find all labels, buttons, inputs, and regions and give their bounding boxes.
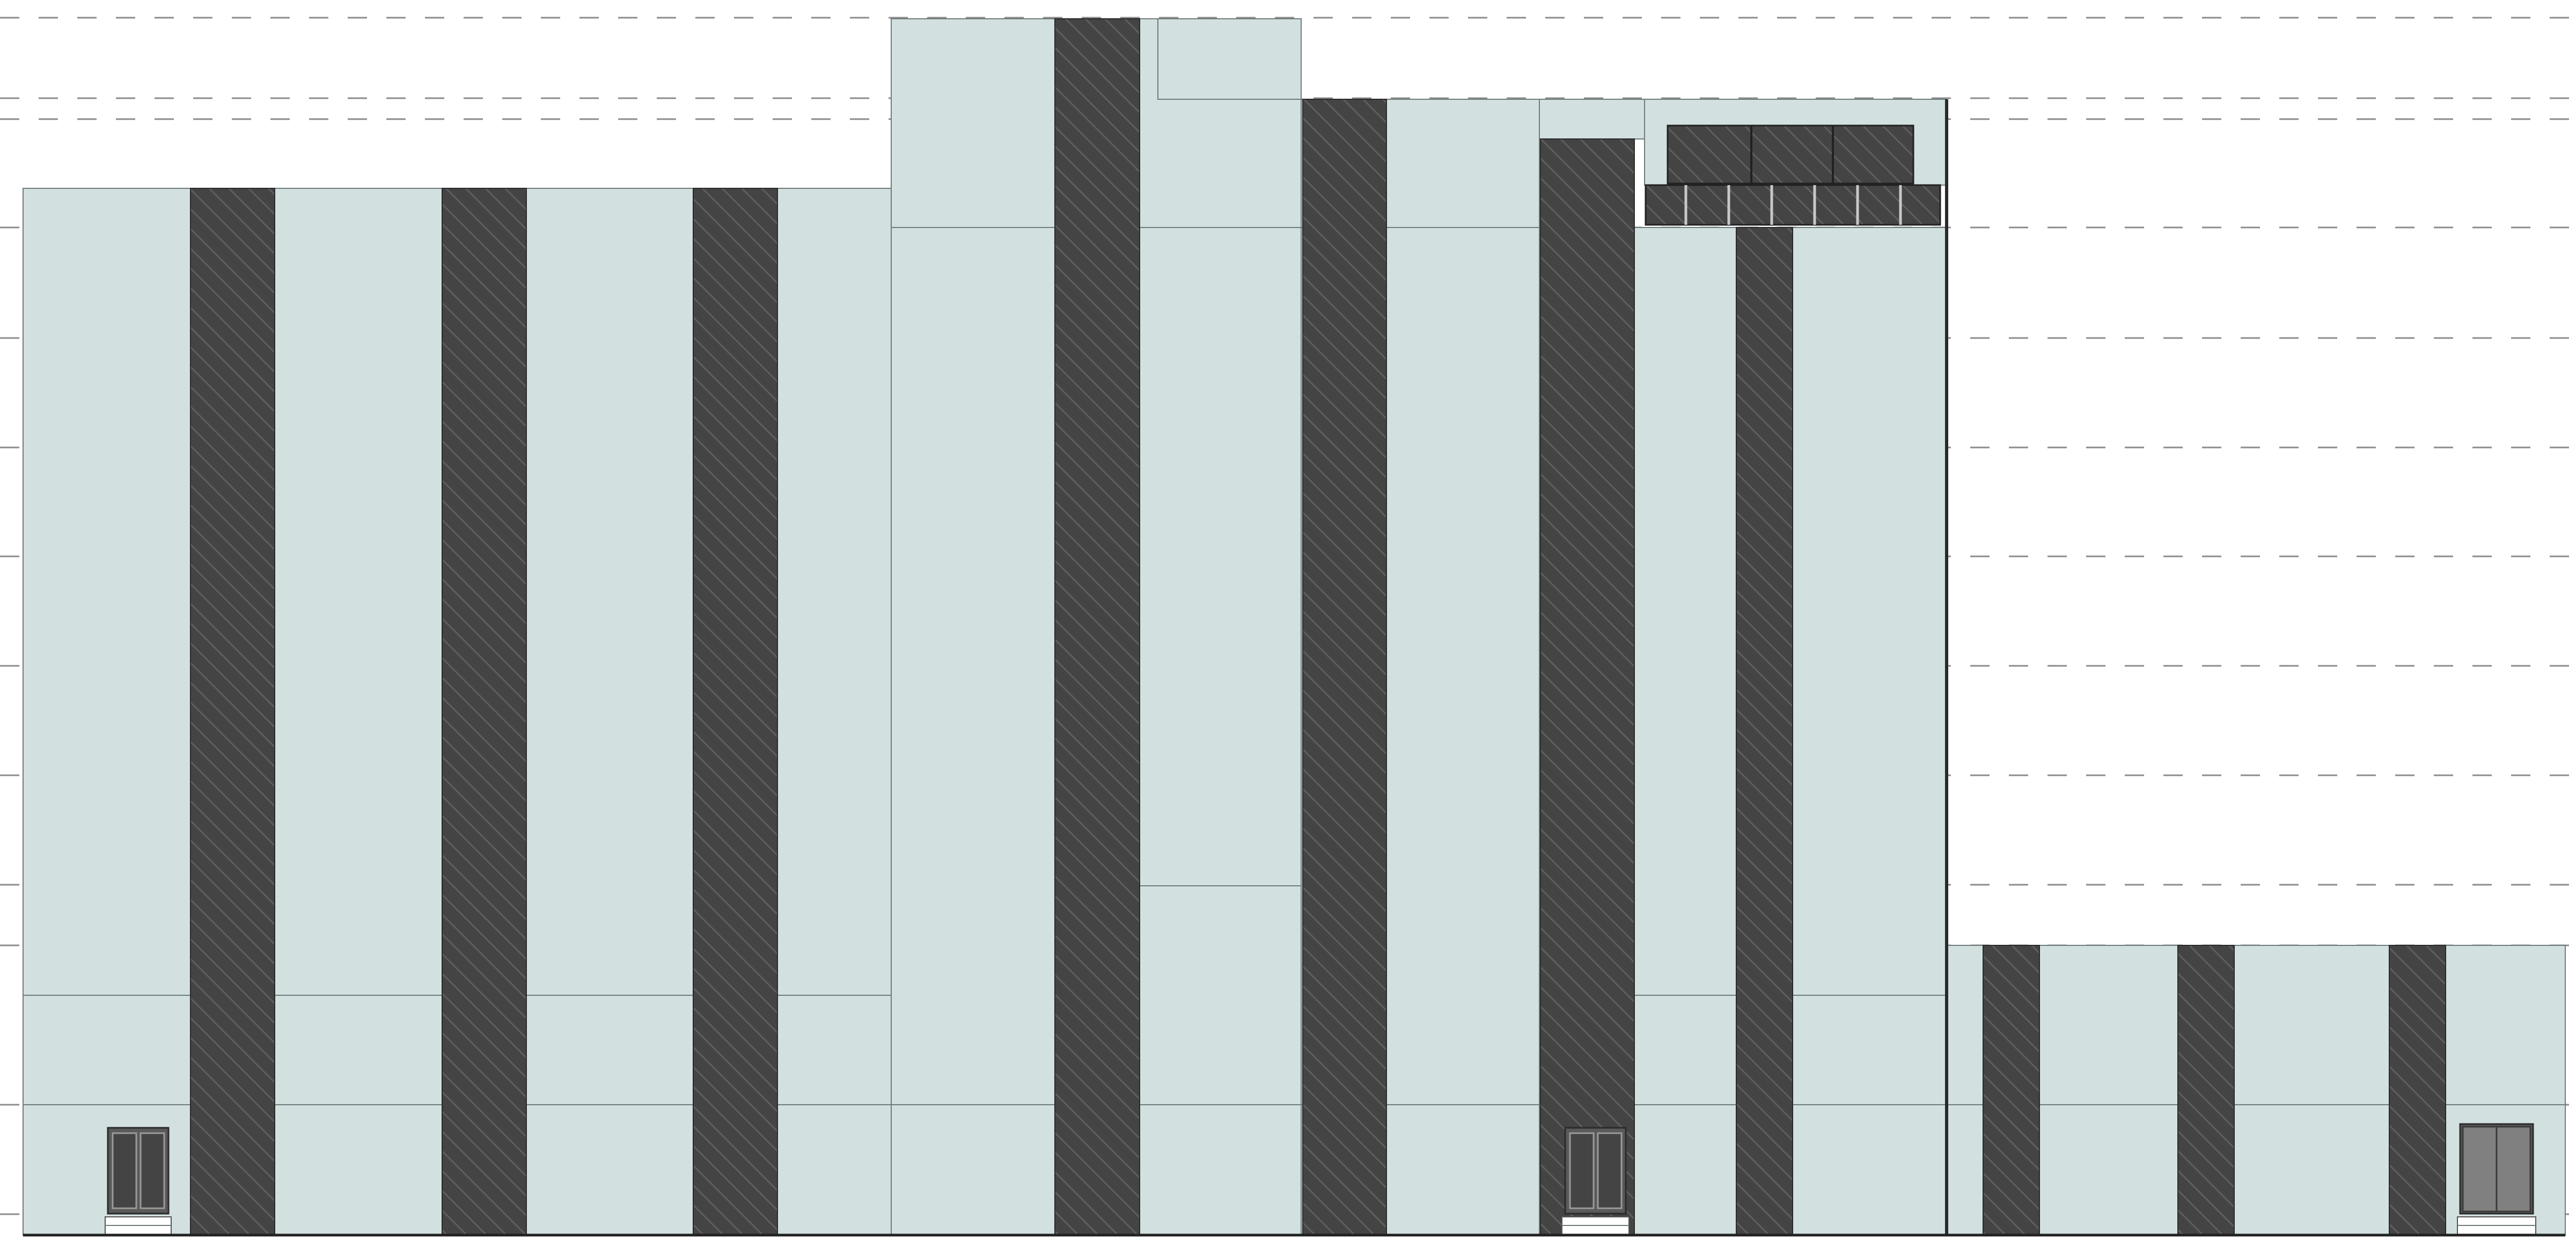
door-right-leaf-1 xyxy=(2462,1126,2498,1213)
pilaster-1 xyxy=(190,188,275,1236)
pilaster-8 xyxy=(1983,945,2040,1236)
upper-ledge-panel xyxy=(1539,99,1645,139)
door-right xyxy=(2457,1123,2536,1236)
door-middle xyxy=(1561,1127,1630,1236)
pilaster-2 xyxy=(442,188,527,1236)
pilaster-3 xyxy=(693,188,778,1236)
roof-railing xyxy=(1645,184,1941,226)
pilaster-4 xyxy=(1054,18,1140,1236)
pilasters xyxy=(190,18,2446,1236)
door-middle-leaf-2 xyxy=(1597,1132,1623,1209)
railing-posts xyxy=(1684,185,1902,225)
roof-terrace xyxy=(1645,99,1948,1235)
tower-top-cap xyxy=(1157,18,1302,100)
pilaster-6 xyxy=(1540,138,1635,1236)
door-right-leaf-2 xyxy=(2496,1126,2531,1213)
pilaster-9 xyxy=(2177,945,2235,1236)
door-left-leaf-1 xyxy=(112,1132,137,1209)
tower-panel-left xyxy=(891,18,1055,1236)
pilaster-5 xyxy=(1302,99,1387,1236)
door-middle-leaf-1 xyxy=(1569,1132,1595,1209)
pilaster-10 xyxy=(2389,945,2446,1236)
roof-glazing xyxy=(1667,124,1914,185)
door-left xyxy=(105,1127,172,1236)
tower-panel-right xyxy=(1139,18,1302,1236)
door-left-leaf-2 xyxy=(140,1132,165,1209)
pilaster-7 xyxy=(1736,227,1793,1236)
